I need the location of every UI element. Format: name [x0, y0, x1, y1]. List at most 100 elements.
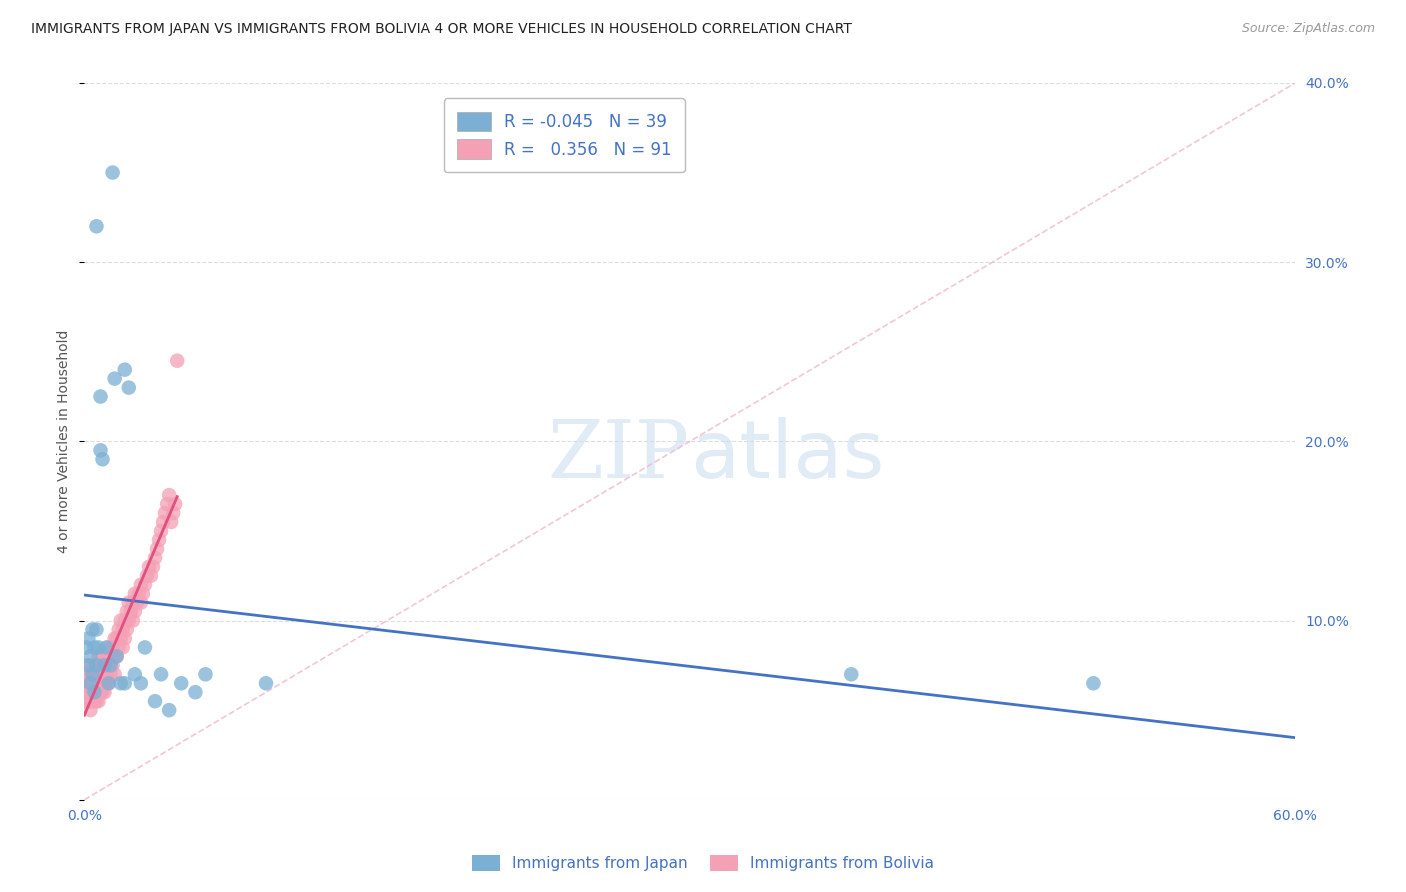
Point: [1083, 676, 1105, 690]
Point: [75, 667, 97, 681]
Point: [96, 676, 118, 690]
Point: [91, 685, 114, 699]
Point: [89, 443, 111, 458]
Point: [83, 640, 105, 655]
Point: [128, 587, 150, 601]
Text: Source: ZipAtlas.com: Source: ZipAtlas.com: [1241, 22, 1375, 36]
Point: [115, 605, 138, 619]
Legend: Immigrants from Japan, Immigrants from Bolivia: Immigrants from Japan, Immigrants from B…: [465, 849, 941, 877]
Point: [86, 667, 108, 681]
Point: [93, 658, 115, 673]
Point: [79, 703, 101, 717]
Point: [105, 649, 128, 664]
Point: [138, 559, 160, 574]
Point: [162, 506, 184, 520]
Point: [79, 694, 101, 708]
Point: [114, 614, 136, 628]
Point: [79, 676, 101, 690]
Point: [110, 614, 132, 628]
Point: [75, 685, 97, 699]
Point: [89, 390, 111, 404]
Point: [87, 640, 110, 655]
Point: [86, 623, 108, 637]
Point: [105, 649, 128, 664]
Point: [86, 685, 108, 699]
Point: [93, 658, 115, 673]
Point: [101, 640, 124, 655]
Point: [165, 497, 187, 511]
Point: [107, 623, 129, 637]
Point: [86, 694, 108, 708]
Point: [104, 371, 127, 385]
Point: [839, 667, 862, 681]
Point: [83, 676, 105, 690]
Point: [125, 596, 148, 610]
Point: [91, 649, 114, 664]
Point: [96, 649, 118, 664]
Point: [79, 676, 101, 690]
Point: [134, 640, 156, 655]
Point: [111, 640, 134, 655]
Point: [150, 524, 173, 538]
Point: [156, 497, 179, 511]
Point: [104, 632, 127, 646]
Point: [100, 649, 122, 664]
Point: [75, 640, 97, 655]
Point: [146, 541, 169, 556]
Point: [121, 614, 143, 628]
Point: [254, 676, 277, 690]
Point: [101, 658, 124, 673]
Point: [79, 649, 101, 664]
Point: [105, 632, 128, 646]
Point: [124, 667, 146, 681]
Point: [160, 515, 183, 529]
Point: [75, 694, 97, 708]
Point: [134, 578, 156, 592]
Point: [170, 676, 193, 690]
Point: [82, 676, 104, 690]
Point: [139, 568, 162, 582]
Point: [194, 667, 217, 681]
Point: [115, 623, 138, 637]
Point: [96, 640, 118, 655]
Point: [101, 165, 124, 179]
Point: [100, 667, 122, 681]
Point: [143, 550, 166, 565]
Point: [142, 559, 165, 574]
Point: [107, 640, 129, 655]
Point: [93, 685, 115, 699]
Y-axis label: 4 or more Vehicles in Household: 4 or more Vehicles in Household: [58, 330, 72, 553]
Text: IMMIGRANTS FROM JAPAN VS IMMIGRANTS FROM BOLIVIA 4 OR MORE VEHICLES IN HOUSEHOLD: IMMIGRANTS FROM JAPAN VS IMMIGRANTS FROM…: [31, 22, 852, 37]
Point: [143, 694, 166, 708]
Point: [96, 667, 118, 681]
Point: [120, 605, 142, 619]
Point: [83, 685, 105, 699]
Point: [114, 632, 136, 646]
Point: [129, 578, 152, 592]
Point: [77, 694, 100, 708]
Point: [150, 667, 173, 681]
Point: [82, 694, 104, 708]
Point: [97, 676, 120, 690]
Point: [104, 667, 127, 681]
Point: [148, 533, 170, 547]
Point: [87, 685, 110, 699]
Point: [124, 605, 146, 619]
Point: [89, 676, 111, 690]
Point: [166, 353, 188, 368]
Point: [129, 676, 152, 690]
Point: [77, 676, 100, 690]
Point: [97, 658, 120, 673]
Point: [79, 685, 101, 699]
Point: [100, 658, 122, 673]
Point: [82, 667, 104, 681]
Point: [110, 632, 132, 646]
Point: [157, 488, 180, 502]
Point: [104, 649, 127, 664]
Point: [129, 596, 152, 610]
Point: [111, 623, 134, 637]
Point: [136, 568, 159, 582]
Point: [132, 587, 155, 601]
Point: [91, 452, 114, 467]
Point: [86, 676, 108, 690]
